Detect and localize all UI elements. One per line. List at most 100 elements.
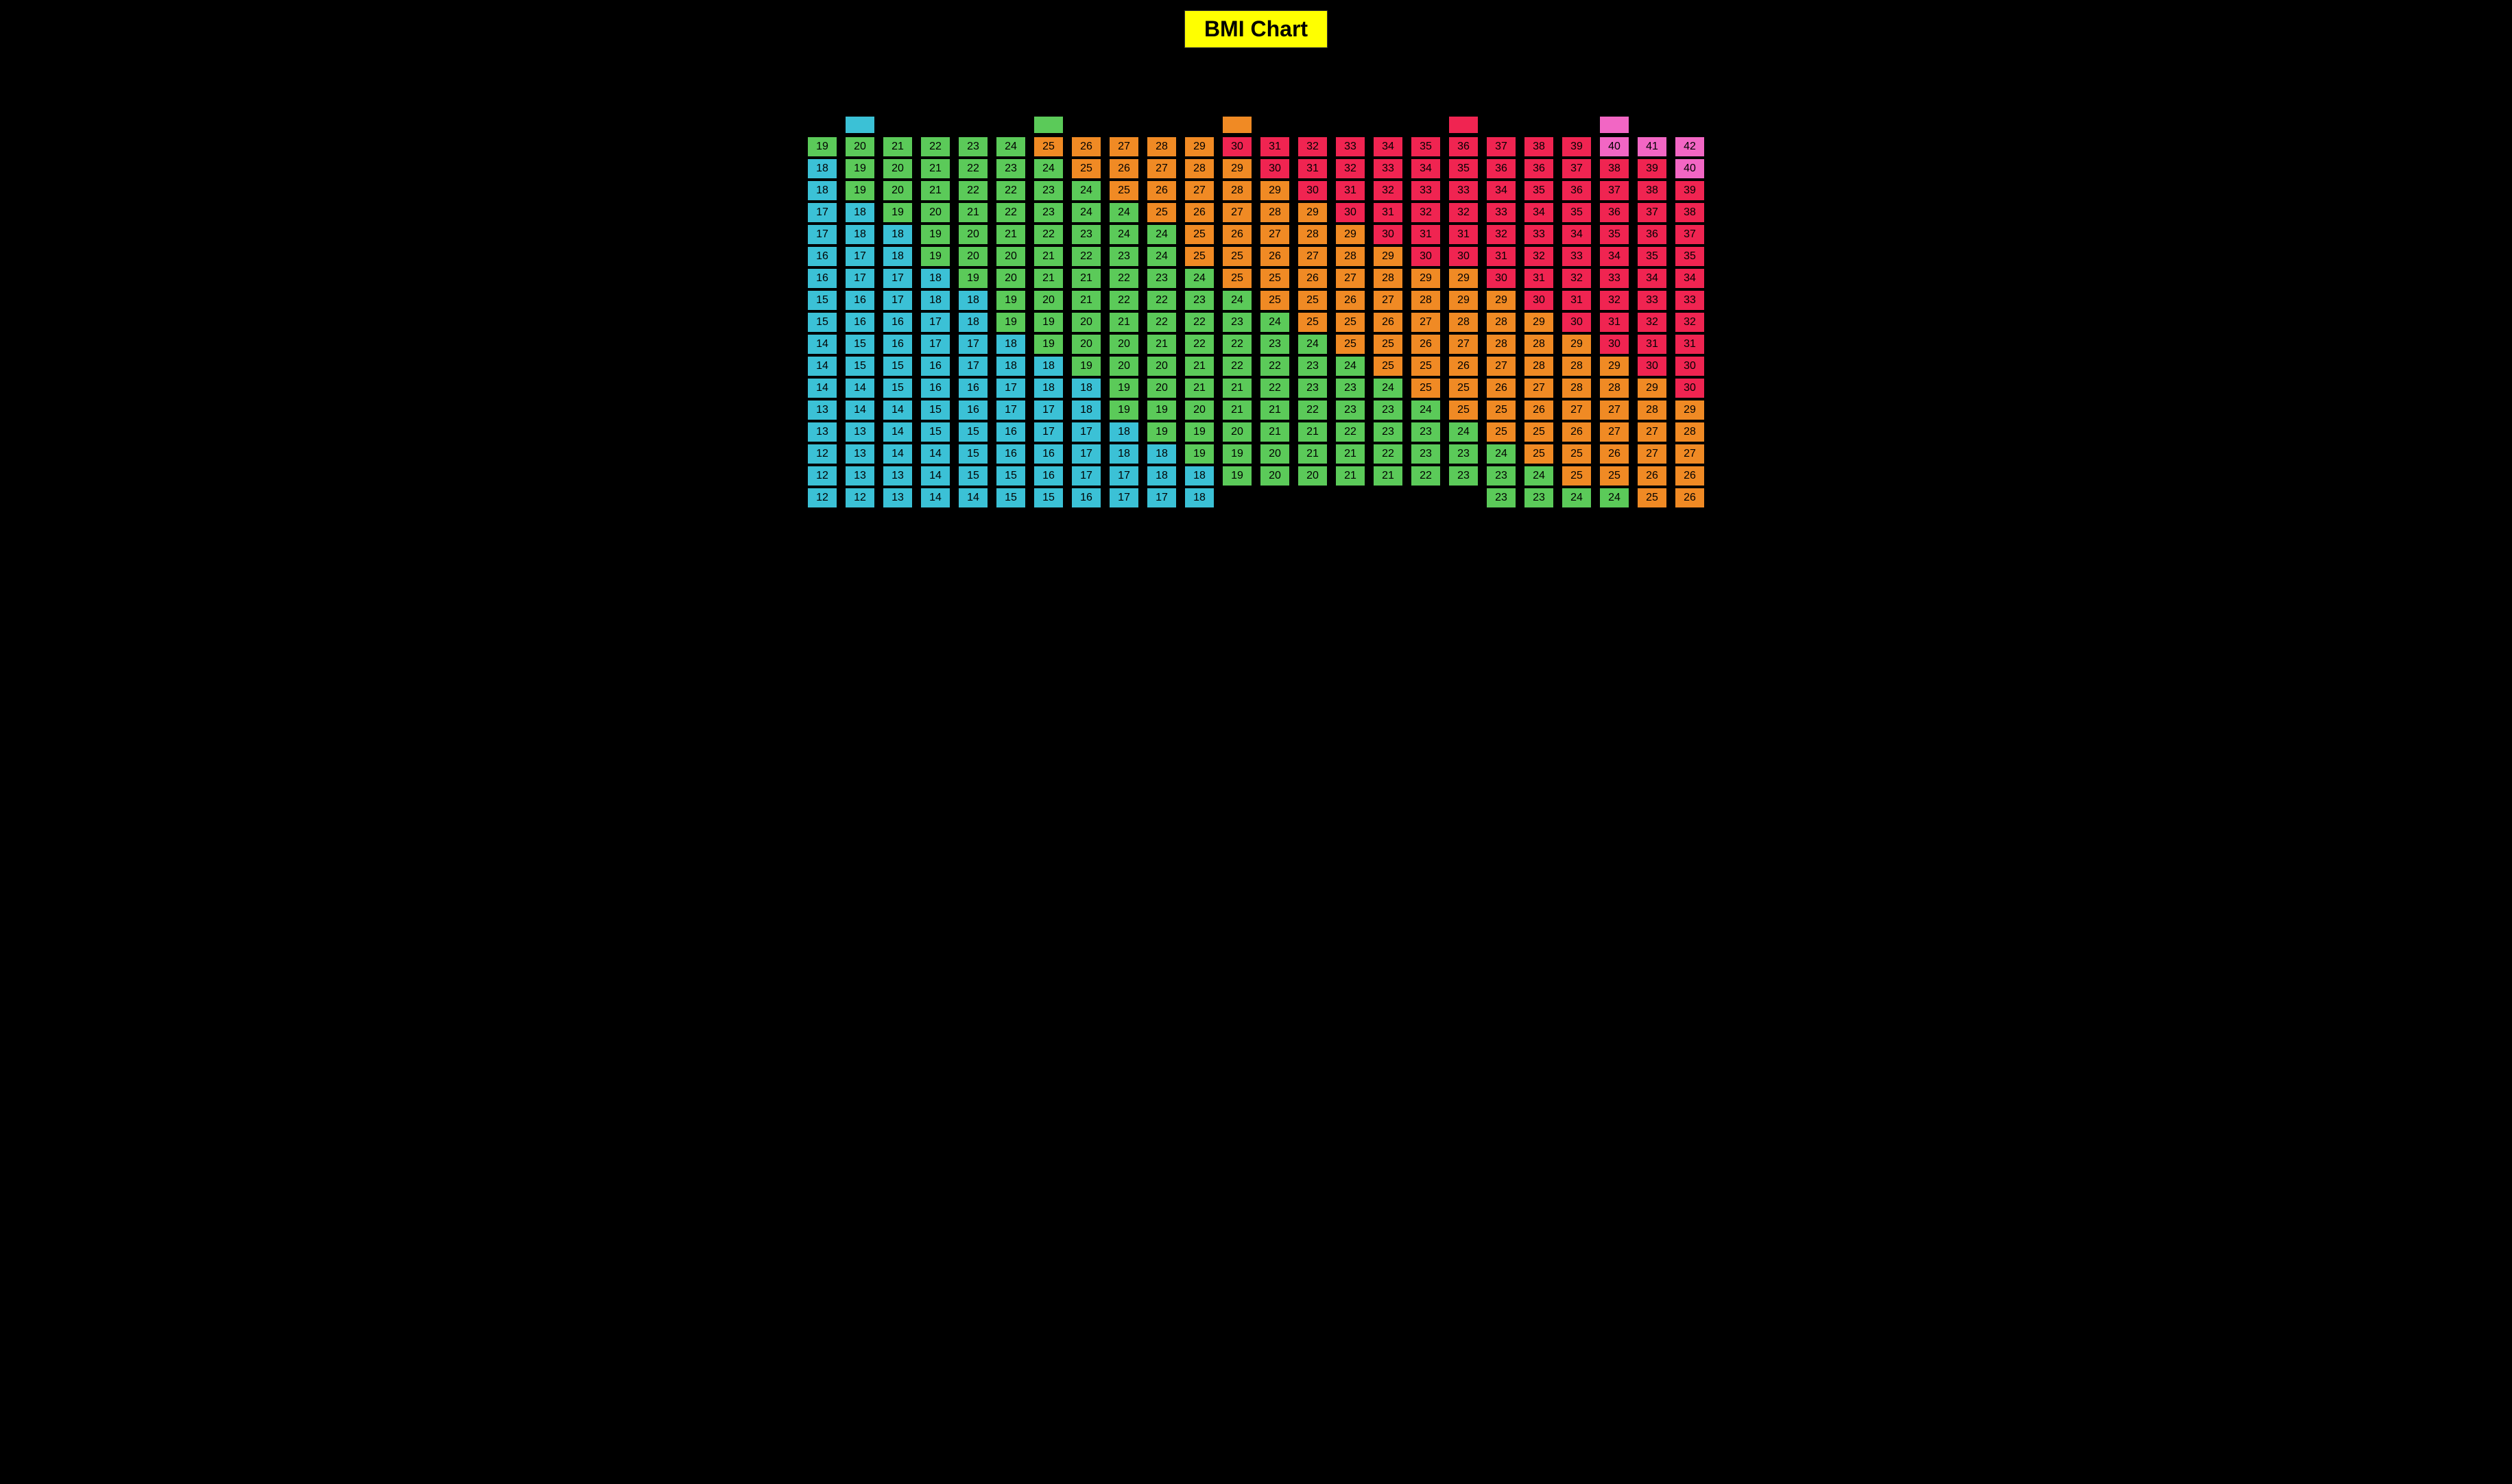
data-cell: 35 [1449, 159, 1478, 178]
data-cell: 18 [808, 159, 837, 178]
data-cell: 32 [1562, 269, 1591, 288]
data-cell: 25 [1411, 357, 1440, 376]
data-cell: 22 [1147, 291, 1176, 310]
data-cell: 14 [959, 488, 988, 507]
data-cell: 22 [1110, 269, 1138, 288]
data-cell: 21 [1223, 379, 1252, 398]
data-cell: 31 [1524, 269, 1553, 288]
data-cell: 26 [1638, 466, 1666, 486]
data-cell: 18 [846, 225, 874, 244]
data-cell: 23 [1336, 379, 1365, 398]
data-cell: 16 [846, 291, 874, 310]
data-cell: 27 [1638, 422, 1666, 442]
data-cell: 19 [1110, 379, 1138, 398]
data-cell: 15 [883, 357, 912, 376]
data-cell: 21 [1298, 444, 1327, 464]
data-cell: 19 [1110, 400, 1138, 420]
data-cell: 26 [1600, 444, 1629, 464]
data-cell: 24 [1072, 203, 1101, 222]
data-cell: 20 [1034, 291, 1063, 310]
data-cell: 29 [1374, 247, 1402, 266]
data-cell: 24 [1110, 225, 1138, 244]
data-cell: 29 [1524, 313, 1553, 332]
data-cell: 17 [921, 335, 950, 354]
data-cell: 24 [996, 137, 1025, 156]
legend-swatch [1411, 117, 1440, 133]
data-cell: 41 [1638, 137, 1666, 156]
data-cell: 25 [1374, 335, 1402, 354]
data-cell: 14 [921, 466, 950, 486]
data-cell: 16 [996, 444, 1025, 464]
data-cell: 34 [1487, 181, 1516, 200]
data-cell: 21 [1223, 400, 1252, 420]
data-cell: 25 [1562, 466, 1591, 486]
data-cell [1298, 488, 1327, 507]
data-row: 1213141415161617181819192021212223232425… [808, 444, 1704, 464]
data-cell: 37 [1675, 225, 1704, 244]
data-cell: 36 [1487, 159, 1516, 178]
data-cell: 25 [1223, 247, 1252, 266]
data-cell: 23 [1411, 422, 1440, 442]
data-cell: 21 [1072, 291, 1101, 310]
data-cell: 21 [921, 159, 950, 178]
data-cell: 34 [1675, 269, 1704, 288]
data-cell: 35 [1638, 247, 1666, 266]
data-cell: 30 [1675, 357, 1704, 376]
legend-swatch [1638, 117, 1666, 133]
data-cell: 26 [1449, 357, 1478, 376]
data-cell: 18 [846, 203, 874, 222]
data-cell: 33 [1600, 269, 1629, 288]
data-cell: 32 [1374, 181, 1402, 200]
data-cell: 21 [1336, 466, 1365, 486]
data-cell [1260, 488, 1289, 507]
data-cell: 25 [1223, 269, 1252, 288]
data-cell: 27 [1260, 225, 1289, 244]
data-cell: 28 [1260, 203, 1289, 222]
data-cell: 24 [1487, 444, 1516, 464]
data-cell: 25 [1449, 379, 1478, 398]
data-cell: 39 [1675, 181, 1704, 200]
data-cell: 33 [1374, 159, 1402, 178]
data-cell: 21 [1374, 466, 1402, 486]
data-cell [1223, 488, 1252, 507]
data-cell: 26 [1185, 203, 1214, 222]
data-row: 1819202122222324252627282930313233333435… [808, 181, 1704, 200]
data-cell: 23 [1147, 269, 1176, 288]
data-cell: 24 [1034, 159, 1063, 178]
data-cell: 16 [846, 313, 874, 332]
data-cell: 25 [1147, 203, 1176, 222]
data-cell: 20 [1260, 444, 1289, 464]
data-cell: 21 [1034, 269, 1063, 288]
data-cell: 29 [1449, 291, 1478, 310]
data-cell: 20 [1298, 466, 1327, 486]
data-cell: 25 [1336, 335, 1365, 354]
data-cell: 30 [1411, 247, 1440, 266]
data-cell: 32 [1336, 159, 1365, 178]
data-cell: 22 [1260, 357, 1289, 376]
data-cell: 24 [1298, 335, 1327, 354]
data-cell: 16 [883, 335, 912, 354]
data-cell: 22 [1185, 313, 1214, 332]
data-cell: 23 [996, 159, 1025, 178]
data-cell: 28 [1449, 313, 1478, 332]
data-cell: 31 [1449, 225, 1478, 244]
data-cell: 24 [1600, 488, 1629, 507]
data-cell: 32 [1675, 313, 1704, 332]
data-cell: 36 [1449, 137, 1478, 156]
data-cell: 28 [1524, 357, 1553, 376]
data-cell: 32 [1524, 247, 1553, 266]
data-cell: 24 [1449, 422, 1478, 442]
data-cell: 21 [1110, 313, 1138, 332]
data-cell: 30 [1336, 203, 1365, 222]
data-cell: 26 [1524, 400, 1553, 420]
data-cell: 28 [1298, 225, 1327, 244]
data-cell: 32 [1298, 137, 1327, 156]
data-cell: 18 [1147, 466, 1176, 486]
data-cell: 23 [1411, 444, 1440, 464]
data-cell: 28 [1487, 335, 1516, 354]
data-cell: 22 [1374, 444, 1402, 464]
data-cell: 29 [1600, 357, 1629, 376]
data-cell: 16 [808, 247, 837, 266]
data-cell: 19 [846, 181, 874, 200]
data-cell: 15 [846, 357, 874, 376]
